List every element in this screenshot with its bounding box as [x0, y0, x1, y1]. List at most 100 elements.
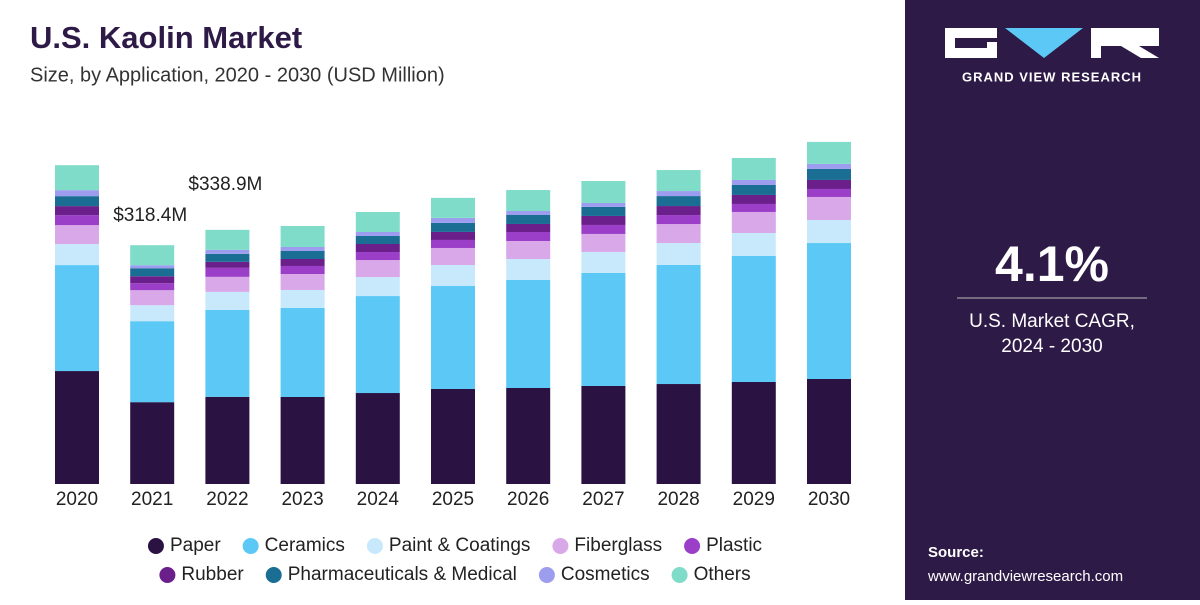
bar-segment — [431, 231, 475, 240]
bar-segment — [55, 244, 99, 266]
bar-segment — [55, 196, 99, 207]
bar-segment — [130, 283, 175, 291]
bar-segment — [581, 224, 626, 234]
legend-marker — [242, 538, 259, 554]
chart-subtitle: Size, by Application, 2020 - 2030 (USD M… — [30, 64, 445, 86]
bar-segment — [581, 181, 626, 203]
bar-segment — [506, 232, 551, 241]
logo-r — [1091, 28, 1159, 58]
chart-title: U.S. Kaolin Market — [30, 20, 302, 55]
bar-segment — [807, 188, 851, 197]
legend-label: Cosmetics — [561, 564, 650, 585]
bar-segment — [280, 307, 325, 397]
bar-segment — [731, 203, 776, 212]
bar-segment — [581, 215, 626, 225]
bar-segment — [205, 396, 250, 484]
bar-segment — [55, 225, 99, 245]
legend-label: Pharmaceuticals & Medical — [288, 564, 517, 585]
bar-segment — [731, 232, 776, 256]
bar-segment — [506, 211, 551, 215]
bar-segment — [807, 168, 851, 180]
bar-segment — [130, 321, 175, 403]
x-tick-label: 2022 — [206, 489, 248, 510]
bar-segment — [280, 259, 325, 266]
bar-segment — [656, 243, 701, 265]
bar-segment — [355, 252, 400, 261]
bar-segment — [280, 397, 325, 484]
bar-segment — [807, 196, 851, 220]
plot: 2020 2021 2022 2023 2024 2025 2026 2027 2028 2029… — [55, 141, 851, 510]
legend-label: Paper — [170, 535, 221, 556]
legend-marker — [552, 538, 569, 554]
bar-segment — [581, 385, 626, 484]
x-tick-label: 2023 — [281, 489, 323, 510]
brand-name: GRAND VIEW RESEARCH — [962, 69, 1142, 84]
bar-segment — [731, 211, 776, 233]
bar-segment — [355, 296, 400, 394]
x-tick-label: 2020 — [56, 489, 98, 510]
x-tick-label: 2026 — [507, 489, 549, 510]
bar-segment — [130, 290, 175, 306]
bar-segment — [656, 384, 701, 484]
bar-segment — [731, 157, 776, 180]
legend-row: Rubber Pharmaceuticals & Medical Cosmetics… — [159, 564, 751, 585]
x-tick-label: 2030 — [808, 489, 850, 510]
bar-segment — [581, 202, 626, 207]
source-label: Source: — [928, 544, 984, 561]
legend: Paper Ceramics Paint & Coatings Fiberglass P… — [147, 535, 762, 585]
bar-segment — [581, 272, 626, 386]
bar-segment — [355, 235, 400, 244]
logo: GRAND VIEW RESEARCH — [945, 28, 1159, 84]
bar-segment — [731, 184, 776, 195]
bar-segment — [807, 379, 851, 484]
bar-segment — [205, 267, 250, 277]
legend-label: Fiberglass — [574, 535, 662, 556]
bar-segment — [355, 244, 400, 253]
bar-segment — [55, 190, 99, 197]
x-tick-label: 2021 — [131, 489, 173, 510]
bar-segment — [656, 191, 701, 197]
cagr-value: 4.1% — [995, 236, 1109, 292]
bar-segment — [656, 196, 701, 207]
bar-segment — [506, 214, 551, 224]
cagr-label: 2024 - 2030 — [1001, 336, 1102, 357]
legend-label: Others — [694, 564, 751, 585]
bar-segment — [431, 388, 475, 484]
bar-segment — [280, 250, 325, 259]
x-tick-label: 2029 — [733, 489, 775, 510]
bar-segment — [205, 261, 250, 268]
bar-segment — [130, 245, 175, 266]
bar-segment — [130, 402, 175, 484]
bar-segment — [807, 220, 851, 244]
total-label: $338.9M — [188, 174, 262, 195]
bar-segment — [205, 276, 250, 292]
bar-segment — [807, 163, 851, 169]
bar-segment — [130, 265, 175, 269]
legend-marker — [671, 567, 688, 583]
cagr-label: U.S. Market CAGR, — [969, 311, 1135, 332]
bar-segment — [731, 382, 776, 484]
bar-segment — [280, 226, 325, 247]
logo-v — [1005, 28, 1083, 58]
bar-segment — [280, 274, 325, 290]
x-tick-label: 2025 — [432, 489, 474, 510]
bar-segment — [506, 259, 551, 280]
bar-segment — [506, 280, 551, 388]
bar-segment — [506, 388, 551, 484]
legend-row: Paper Ceramics Paint & Coatings Fiberglass P… — [147, 535, 762, 556]
bar-segment — [55, 215, 99, 226]
bar-segment — [355, 211, 400, 232]
bar-segment — [656, 170, 701, 192]
bar-segment — [656, 265, 701, 385]
bar-segment — [807, 141, 851, 164]
bar-segment — [205, 253, 250, 262]
bar-segment — [205, 309, 250, 397]
legend-marker — [538, 567, 555, 583]
bar-segment — [55, 265, 99, 372]
bar-segment — [355, 277, 400, 297]
bar-segment — [431, 222, 475, 232]
bar-segment — [355, 232, 400, 236]
bar-segment — [130, 305, 175, 322]
bar-segment — [431, 265, 475, 286]
